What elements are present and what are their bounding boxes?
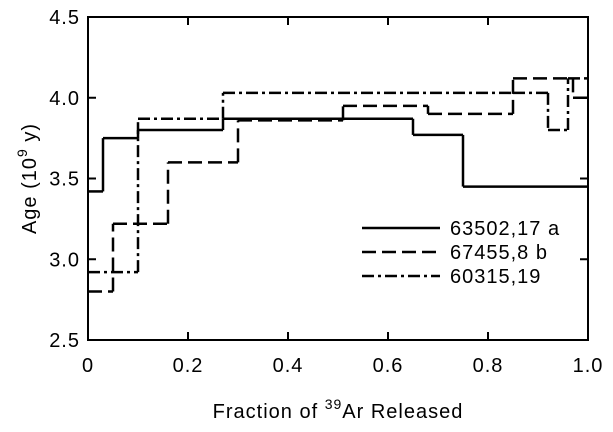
y-axis-label-part: Age (10 (19, 157, 41, 234)
legend-label: 63502,17 a (450, 218, 560, 240)
y-tick-label: 3.5 (49, 169, 80, 191)
x-tick-label: 1.0 (573, 355, 604, 377)
x-tick-label: 0.8 (473, 355, 504, 377)
y-axis-label-part: y) (19, 123, 41, 148)
x-tick-label: 0.4 (273, 355, 304, 377)
x-axis-label-sup: 39 (325, 396, 343, 412)
x-axis-label-part: Fraction of (213, 401, 325, 423)
x-axis-label-part: Ar Released (342, 401, 463, 423)
legend-label: 67455,8 b (450, 242, 548, 264)
y-tick-label: 4.5 (49, 7, 80, 29)
legend-label: 60315,19 (450, 266, 541, 288)
x-tick-label: 0.6 (373, 355, 404, 377)
x-tick-label: 0.2 (173, 355, 204, 377)
x-axis-label: Fraction of 39Ar Released (213, 396, 464, 423)
y-tick-label: 4.0 (49, 88, 80, 110)
y-axis-label-sup: 9 (14, 148, 30, 157)
plot-frame (87, 16, 589, 341)
y-axis-label: Age (109 y) (14, 123, 41, 234)
x-tick-label: 0 (82, 355, 94, 377)
y-tick-label: 2.5 (49, 330, 80, 352)
y-tick-label: 3.0 (49, 249, 80, 271)
